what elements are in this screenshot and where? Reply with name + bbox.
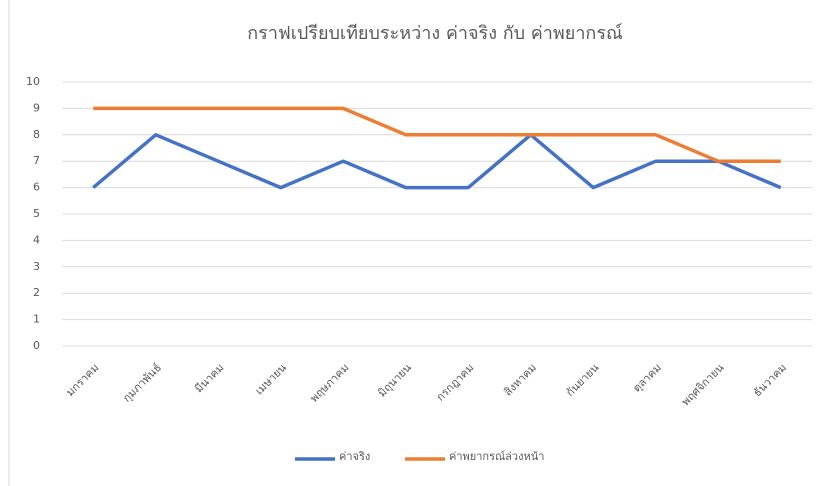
x-tick-label: มิถุนายน [375,361,414,400]
x-tick-label: พฤษภาคม [308,361,352,405]
x-tick-label: มกราคม [64,361,102,399]
x-tick-label: กันยายน [563,361,601,399]
chart-title: กราฟเปรียบเทียบระหว่าง ค่าจริง กับ ค่าพย… [247,23,622,44]
y-tick-label: 4 [33,233,40,246]
y-tick-label: 6 [33,181,40,194]
y-tick-label: 8 [33,128,40,141]
y-tick-label: 10 [26,75,40,88]
series-line [93,106,781,163]
y-tick-label: 3 [33,260,40,273]
y-tick-label: 9 [33,101,40,114]
x-tick-label: กรกฎาคม [434,361,477,404]
x-tick-label: เมษายน [253,361,290,398]
x-tick-label: มีนาคม [192,361,226,395]
y-tick-label: 7 [33,154,40,167]
x-tick-label: สิงหาคม [501,361,539,399]
y-tick-label: 2 [33,286,40,299]
x-tick-label: กุมภาพันธ์ [120,361,164,405]
y-tick-label: 0 [33,339,40,352]
x-tick-label: ตุลาคม [630,361,664,395]
x-tick-label: ธันวาคม [751,361,789,399]
legend-label: ค่าพยากรณ์ล่วงหน้า [449,450,544,463]
x-tick-label: พฤศจิกายน [679,361,727,409]
series-line [92,133,782,190]
y-tick-label: 5 [33,207,40,220]
legend-label: ค่าจริง [339,450,370,463]
y-tick-label: 1 [33,313,40,326]
